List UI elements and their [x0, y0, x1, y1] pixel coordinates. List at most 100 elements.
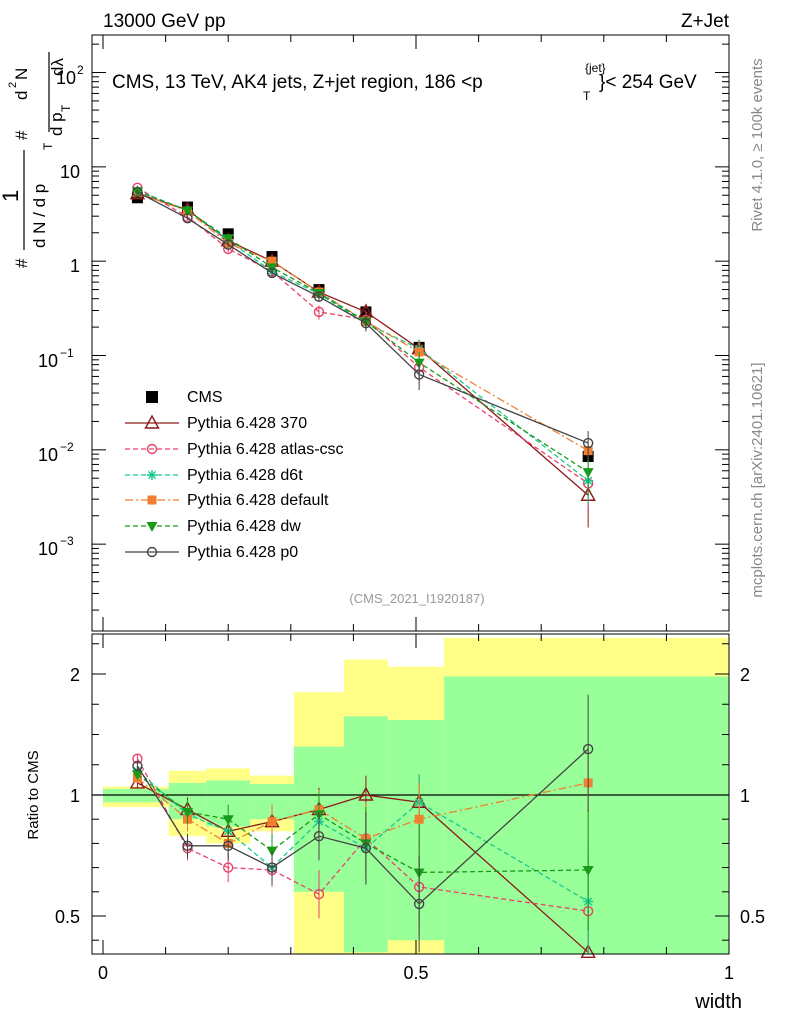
ylabel-hash-1: # [12, 258, 31, 268]
ytick-1: 1 [70, 256, 80, 276]
ytick-1e-3-exp: −3 [60, 534, 74, 548]
legend-marker-default [147, 495, 157, 505]
ratio-point-dw [182, 807, 194, 818]
point-dw [582, 468, 594, 479]
legend-marker-d6t [147, 470, 157, 480]
point-p0 [582, 437, 594, 449]
xtick-0.5: 0.5 [403, 963, 428, 983]
ratio-line-dw [137, 773, 589, 874]
series-line-p0 [137, 191, 589, 444]
legend-marker-data [146, 391, 158, 403]
ratio-point-default [267, 817, 277, 827]
point-p0 [360, 318, 372, 329]
ylabel-d: d [12, 91, 31, 100]
legend-label-d6t: Pythia 6.428 d6t [187, 467, 303, 484]
legend-marker-atlascsc [146, 443, 158, 455]
analysis-id-label: (CMS_2021_I1920187) [349, 591, 484, 606]
ratio-ytick-right-1: 1 [740, 786, 750, 806]
legend-marker-dw [146, 522, 158, 532]
legend: CMS Pythia 6.428 370 Pythia 6.428 atlas-… [125, 389, 344, 561]
ratio-y-axis-label: Ratio to CMS [25, 750, 42, 839]
legend-marker-p370 [144, 414, 160, 429]
ytick-1e-1-base: 10 [38, 351, 58, 371]
ratio-point-p0 [360, 843, 372, 854]
main-panel: CMS, 13 TeV, AK4 jets, Z+jet region, 186… [0, 34, 730, 632]
point-p0 [222, 239, 234, 250]
mcplots-label: mcplots.cern.ch [arXiv:2401.10621] [749, 362, 766, 597]
ylabel-hash-2: # [12, 130, 31, 140]
ratio-point-p0 [266, 862, 278, 873]
ylabel-n: N [12, 68, 31, 80]
ratio-point-atlascsc [222, 862, 234, 873]
main-y-axis-label: # 1 d N / d p T # d p T d 2 N dλ [0, 52, 73, 268]
ratio-point-p0 [582, 743, 594, 755]
point-dw [222, 234, 234, 245]
title-sub-t: T [583, 89, 591, 103]
ratio-line-default [137, 777, 589, 845]
ratio-point-default [414, 814, 424, 824]
point-data [131, 192, 143, 204]
ratio-ytick-right-0.5: 0.5 [740, 907, 765, 927]
legend-label-default: Pythia 6.428 default [187, 492, 329, 509]
ratio-point-dw [222, 815, 234, 826]
x-axis-label: width [694, 991, 742, 1013]
title-sup-jet: {jet} [585, 61, 606, 75]
ratio-line-p0 [136, 748, 589, 905]
band-inner [103, 788, 169, 803]
legend-label-dw: Pythia 6.428 dw [187, 518, 301, 535]
ytick-1e-1-exp: −1 [60, 346, 74, 360]
energy-label: 13000 GeV pp [103, 11, 226, 32]
point-atlascsc [313, 306, 325, 318]
series-line-d6t [137, 190, 589, 482]
main-series [129, 182, 596, 528]
band-inner [387, 719, 445, 941]
ytick-100-exp: 2 [77, 63, 84, 77]
ratio-point-dw [582, 866, 594, 877]
point-p0 [313, 291, 325, 302]
ratio-frame [91, 633, 730, 955]
point-p0 [266, 267, 278, 279]
main-title: CMS, 13 TeV, AK4 jets, Z+jet region, 186… [112, 61, 697, 103]
ytick-10: 10 [60, 162, 80, 182]
rivet-version-label: Rivet 4.1.0, ≥ 100k events [749, 58, 766, 231]
main-frame [91, 34, 730, 632]
series-atlascsc [132, 182, 594, 509]
ratio-point-p0 [313, 830, 325, 842]
ylabel-one: 1 [0, 190, 23, 202]
ratio-ytick-left-2: 2 [70, 665, 80, 685]
legend-marker-p0 [146, 546, 158, 558]
ratio-point-p0 [132, 760, 143, 772]
ratio-ytick-left-1: 1 [70, 786, 80, 806]
point-dw [182, 206, 194, 217]
ylabel-dn-dpt: d N / d p [30, 184, 49, 248]
ytick-1e-2-base: 10 [38, 445, 58, 465]
series-p0 [132, 186, 594, 461]
legend-label-atlas-csc: Pythia 6.428 atlas-csc [187, 441, 344, 458]
legend-label-cms: CMS [187, 389, 223, 406]
series-line-default [137, 192, 589, 452]
band-inner [444, 676, 729, 954]
xtick-1: 1 [724, 963, 734, 983]
ratio-point-p370 [358, 786, 374, 801]
ratio-ytick-right-2: 2 [740, 665, 750, 685]
point-p0 [182, 213, 193, 224]
legend-markers [125, 391, 179, 558]
ratio-point-p0 [222, 840, 234, 852]
ratio-point-p0 [413, 898, 425, 910]
point-p0 [132, 186, 143, 198]
point-p0 [413, 369, 425, 380]
ratio-panel: Ratio to CMS 0.5 1 2 0.5 1 2 0 0.5 1 wid… [25, 633, 765, 1013]
ratio-line-atlascsc [136, 758, 589, 912]
ylabel-sup-2: 2 [7, 82, 19, 88]
ratio-line-d6t [137, 770, 589, 903]
ytick-1e-2-exp: −2 [60, 440, 74, 454]
ratio-point-atlascsc [313, 889, 325, 900]
process-label: Z+Jet [681, 11, 730, 32]
ytick-100-base: 10 [56, 68, 76, 88]
legend-label-p0: Pythia 6.428 p0 [187, 544, 298, 561]
ylabel-dlambda: dλ [48, 58, 67, 76]
ratio-line-p370 [137, 782, 589, 953]
ylabel-sub-t-2: T [59, 104, 73, 112]
ratio-point-p0 [182, 840, 193, 852]
